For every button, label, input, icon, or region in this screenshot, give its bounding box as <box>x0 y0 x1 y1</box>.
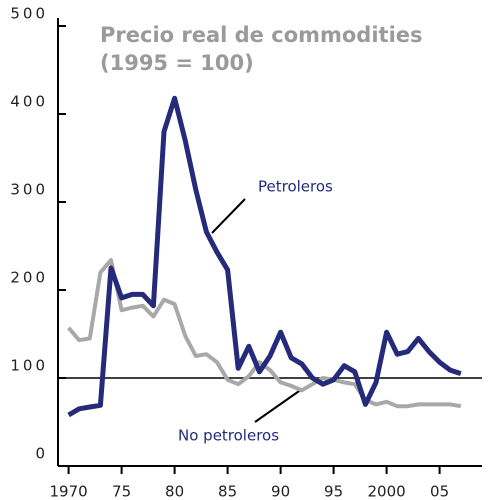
chart-title: Precio real de commodities <box>100 23 423 47</box>
y-tick-label: 300 <box>10 181 48 199</box>
chart-subtitle: (1995 = 100) <box>100 51 254 75</box>
series-annotation: No petroleros <box>178 427 279 445</box>
y-tick-label: 400 <box>10 93 48 111</box>
y-tick-label: 500 <box>10 5 48 23</box>
x-tick-label: 95 <box>324 483 343 500</box>
x-tick-label: 2000 <box>368 483 406 500</box>
x-tick-label: 90 <box>271 483 290 500</box>
series-annotation: Petroleros <box>258 178 333 196</box>
x-tick-label: 05 <box>430 483 449 500</box>
leader-line <box>254 388 303 423</box>
series-line <box>67 258 462 409</box>
series-line <box>67 95 462 418</box>
x-tick-label: 85 <box>218 483 237 500</box>
x-tick-label: 1970 <box>50 483 88 500</box>
y-tick-label: 0 <box>35 445 48 463</box>
y-tick-label: 100 <box>10 357 48 375</box>
leader-line <box>211 198 246 234</box>
x-tick-label: 80 <box>165 483 184 500</box>
x-tick-label: 75 <box>112 483 131 500</box>
y-tick-label: 200 <box>10 269 48 287</box>
